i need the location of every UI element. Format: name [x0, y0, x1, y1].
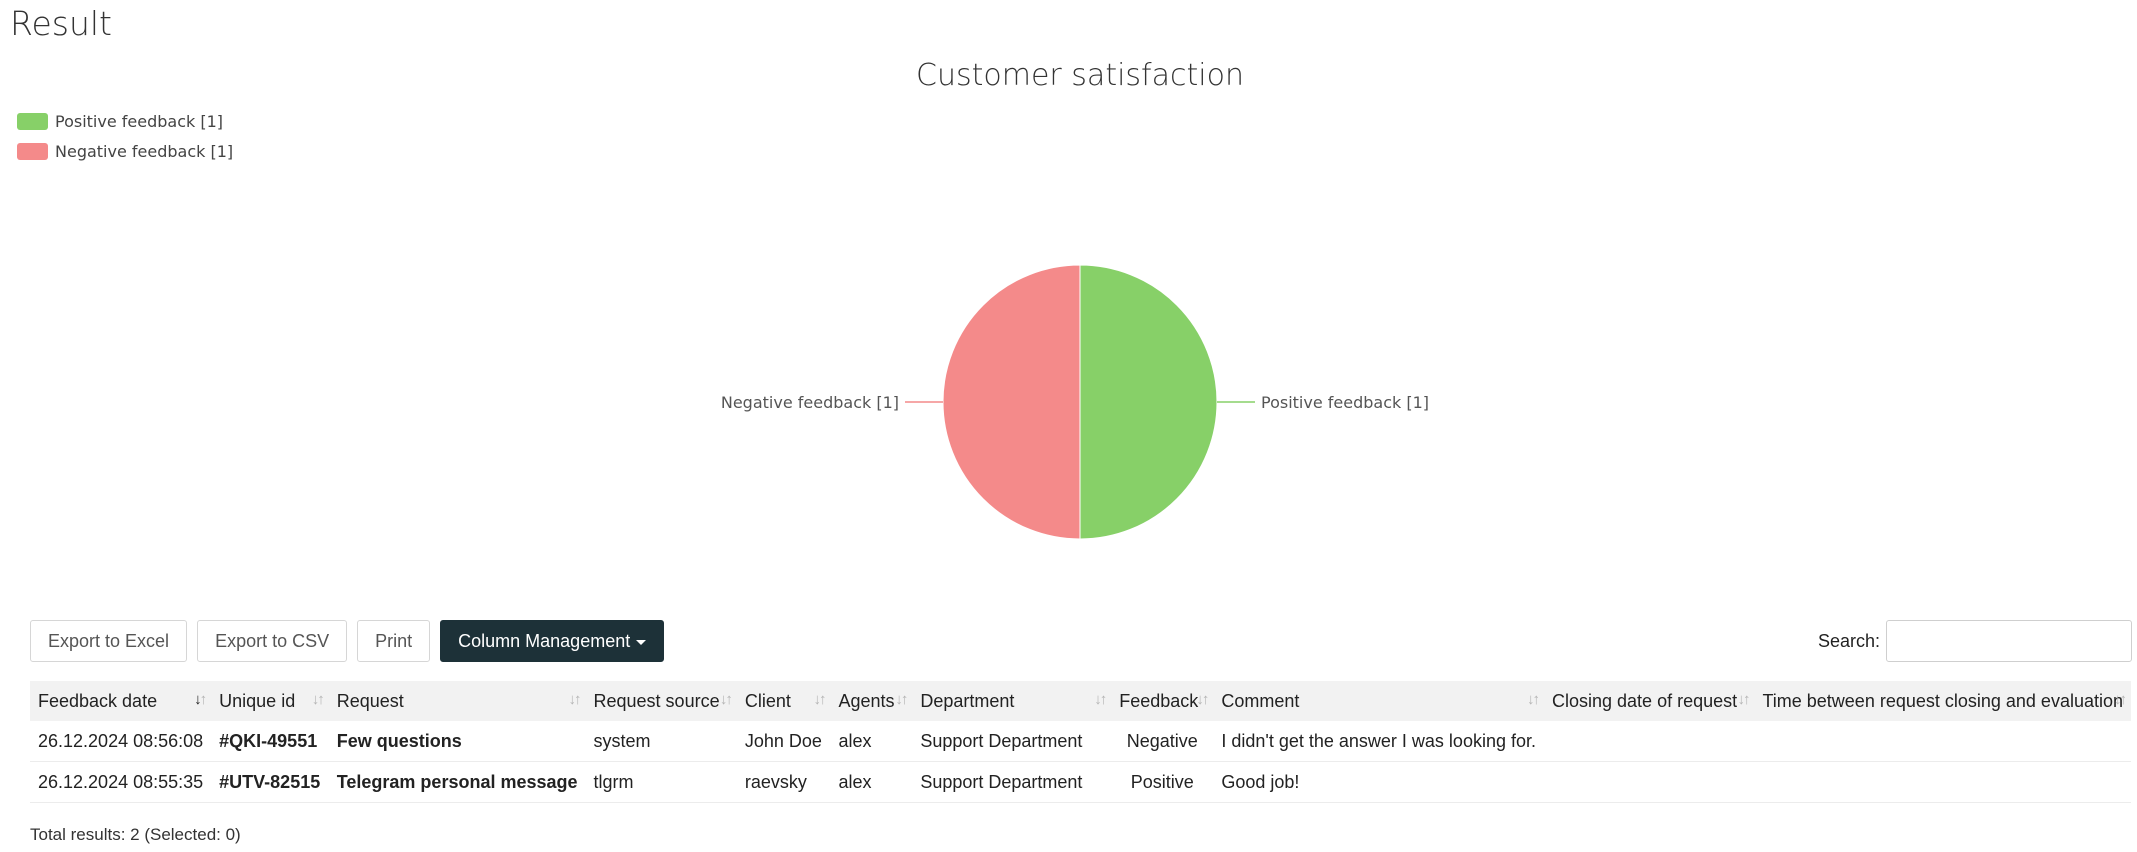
table-header-row: Feedback date ↓↑ Unique id ↓↑ Request ↓↑ Reque… [30, 681, 2131, 721]
export-excel-button[interactable]: Export to Excel [30, 620, 188, 662]
legend-swatch-positive [17, 112, 48, 130]
column-header[interactable]: Request source ↓↑ [586, 681, 737, 721]
column-header-label: Unique id [219, 690, 296, 711]
toolbar: Export to Excel Export to CSV Print Colu… [30, 620, 674, 662]
column-header-label: Feedback date [38, 690, 158, 711]
table-cell: alex [838, 771, 872, 792]
column-header[interactable]: Unique id ↓↑ [211, 681, 329, 721]
table-cell: Good job! [1221, 771, 1300, 792]
column-header[interactable]: Feedback date ↓↑ [30, 681, 211, 721]
column-header-label: Client [744, 690, 791, 711]
legend-item-positive[interactable]: Positive feedback [1] [17, 106, 233, 136]
table-cell [1544, 721, 1754, 762]
table-cell[interactable]: #QKI-49551 [219, 730, 318, 751]
search-input[interactable] [1886, 620, 2133, 662]
table-cell: Support Department [920, 771, 1083, 792]
sort-icon[interactable]: ↓↑ [813, 691, 826, 708]
column-management-label: Column Management [458, 630, 631, 651]
print-button[interactable]: Print [357, 620, 431, 662]
table-cell: alex [838, 730, 872, 751]
table-cell: Negative [1126, 730, 1198, 751]
pie-slice-positive[interactable] [1079, 264, 1218, 540]
column-header-label: Request source [593, 690, 720, 711]
column-header[interactable]: Feedback ↓↑ [1111, 681, 1213, 721]
column-header[interactable]: Client ↓↑ [737, 681, 831, 721]
column-header[interactable]: Time between request closing and evaluat… [1754, 681, 2131, 721]
sort-icon[interactable]: ↓↑ [1094, 691, 1107, 708]
pie-slice-label: Negative feedback [1] [721, 393, 899, 412]
legend-item-negative[interactable]: Negative feedback [1] [17, 136, 233, 166]
column-header-label: Agents [838, 690, 895, 711]
column-header-label: Time between request closing and evaluat… [1762, 690, 2123, 711]
sort-icon[interactable]: ↓↑ [568, 691, 582, 708]
legend-label-positive: Positive feedback [1] [55, 111, 224, 131]
pie-slice-label: Positive feedback [1] [1261, 393, 1429, 412]
chart-legend: Positive feedback [1] Negative feedback … [17, 106, 233, 166]
results-table: Feedback date ↓↑ Unique id ↓↑ Request ↓↑ Reque… [30, 681, 2131, 803]
sort-icon[interactable]: ↓↑ [1196, 691, 1209, 708]
caret-down-icon [636, 639, 647, 645]
pie-slice-negative[interactable] [942, 264, 1081, 540]
column-header-label: Department [920, 690, 1015, 711]
sort-icon[interactable]: ↓↑ [895, 691, 908, 708]
column-header[interactable]: Closing date of request ↓↑ [1544, 681, 1754, 721]
column-header[interactable]: Agents ↓↑ [830, 681, 912, 721]
column-management-button[interactable]: Column Management [440, 620, 665, 662]
table-cell[interactable]: Telegram personal message [336, 771, 578, 792]
table-cell: John Doe [744, 730, 822, 751]
table-cell: 26.12.2024 08:56:08 [38, 730, 204, 751]
page-title: Result [10, 4, 112, 43]
table-cell[interactable]: Few questions [336, 730, 462, 751]
table-cell: I didn't get the answer I was looking fo… [1221, 730, 1536, 751]
pie-chart: Positive feedback [1] Negative feedback [… [721, 264, 1429, 540]
table-cell [1754, 762, 2131, 803]
table-cell [1544, 762, 1754, 803]
table-cell[interactable]: #UTV-82515 [219, 771, 321, 792]
column-header-label: Comment [1221, 690, 1300, 711]
chart-title: Customer satisfaction [916, 58, 1244, 93]
total-results: Total results: 2 (Selected: 0) [30, 825, 241, 844]
column-header-label: Closing date of request [1552, 690, 1738, 711]
sort-icon[interactable]: ↓↑ [2114, 691, 2127, 708]
column-header[interactable]: Comment ↓↑ [1213, 681, 1544, 721]
export-csv-button[interactable]: Export to CSV [197, 620, 348, 662]
sort-icon[interactable]: ↓↑ [1527, 691, 1540, 708]
table-row[interactable]: 26.12.2024 08:55:35 #UTV-82515 Telegram pe… [30, 762, 2131, 803]
column-header[interactable]: Request ↓↑ [329, 681, 586, 721]
sort-icon[interactable]: ↓↑ [194, 691, 207, 708]
legend-swatch-negative [17, 142, 48, 160]
column-header[interactable]: Department ↓↑ [912, 681, 1111, 721]
legend-label-negative: Negative feedback [1] [55, 141, 234, 161]
sort-icon[interactable]: ↓↑ [311, 691, 325, 708]
table-cell: 26.12.2024 08:55:35 [38, 771, 204, 792]
sort-icon[interactable]: ↓↑ [719, 691, 733, 708]
table-cell [1754, 721, 2131, 762]
search-label: Search: [1818, 630, 1881, 651]
sort-icon[interactable]: ↓↑ [1737, 691, 1750, 708]
column-header-label: Feedback [1119, 690, 1199, 711]
search-box: Search: [1818, 620, 2133, 662]
table-row[interactable]: 26.12.2024 08:56:08 #QKI-49551 Few questio… [30, 721, 2131, 762]
column-header-label: Request [336, 690, 404, 711]
table-cell: system [593, 730, 651, 751]
table-cell: tlgrm [593, 771, 634, 792]
table-cell: Support Department [920, 730, 1083, 751]
table-cell: Positive [1130, 771, 1194, 792]
table-cell: raevsky [744, 771, 807, 792]
